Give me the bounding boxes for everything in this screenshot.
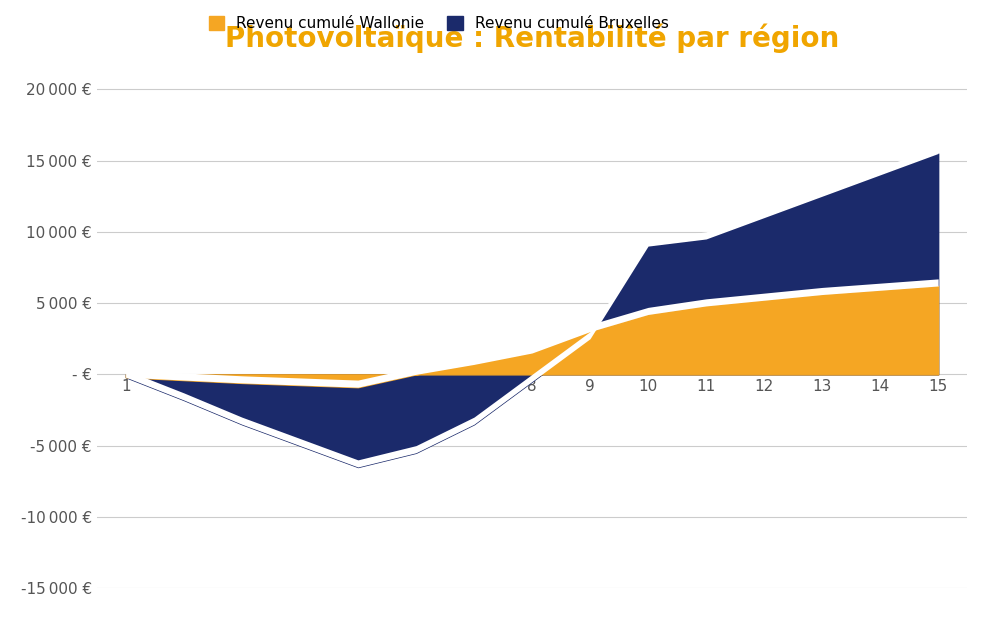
Title: Photovoltaïque : Rentabilité par région: Photovoltaïque : Rentabilité par région <box>225 23 839 53</box>
Legend: Revenu cumulé Wallonie, Revenu cumulé Bruxelles: Revenu cumulé Wallonie, Revenu cumulé Br… <box>208 16 669 31</box>
